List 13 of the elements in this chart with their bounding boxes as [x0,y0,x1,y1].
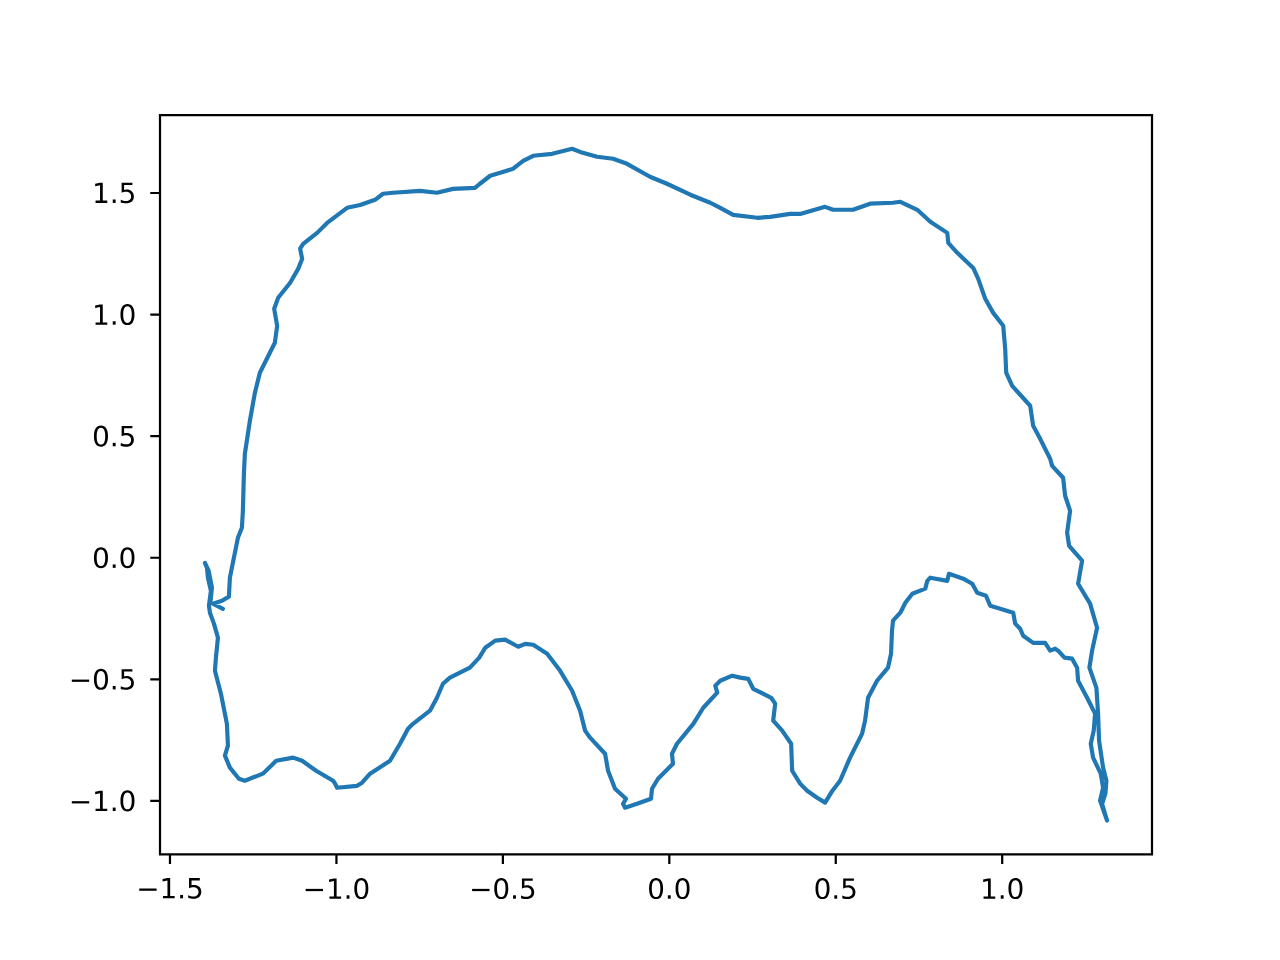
x-tick-label: 0.5 [815,878,856,900]
y-tick-label: 0.0 [93,547,135,569]
x-tick-label: −1.0 [305,878,369,900]
y-tick-label: 0.5 [93,425,134,447]
x-tick-label: −0.5 [472,878,535,900]
y-tick-label: −0.5 [71,668,134,690]
x-tick-label: 0.0 [649,878,690,900]
x-tick-label: −1.5 [139,878,202,899]
line-series [202,146,1110,823]
x-tick-label: 1.0 [983,878,1023,900]
y-tick-label: 1.0 [95,304,135,326]
y-tick-label: 1.5 [95,182,134,204]
y-tick-label: −1.0 [71,790,135,812]
